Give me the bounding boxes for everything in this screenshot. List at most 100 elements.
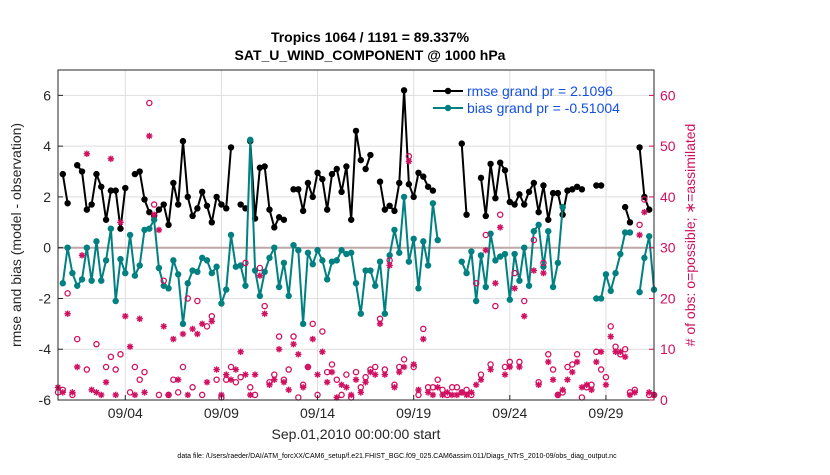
bias-point [261,268,268,276]
obs-possible-marker [150,201,158,208]
obs-assimilated-marker [314,371,321,378]
obs-possible-marker [242,259,249,267]
rmse-point [170,179,177,187]
rmse-point [458,140,465,147]
obs-possible-marker [141,368,148,376]
rmse-point [396,179,403,187]
rmse-line-segment [61,173,69,204]
y-right-tick-label: 10 [660,341,676,357]
bias-point [559,203,566,211]
obs-assimilated-marker [540,269,547,277]
obs-assimilated-marker [573,358,581,366]
obs-possible-marker [621,345,629,353]
y-left-tick-label: 4 [43,138,51,154]
rmse-point [367,151,374,159]
obs-assimilated-marker [621,353,629,361]
data-file-footer: data file: /Users/raeder/DAI/ATM_forcXX/… [177,453,617,460]
rmse-point [540,182,547,189]
obs-assimilated-marker [448,391,456,399]
bias-point [136,262,143,269]
bias-point [141,226,148,234]
obs-assimilated-marker [83,150,91,157]
rmse-point [314,169,321,177]
obs-possible-marker [328,361,336,368]
bias-point [501,250,509,258]
obs-assimilated-marker [242,371,249,378]
obs-assimilated-marker [496,224,504,231]
rmse-point [386,202,393,210]
chart-title-line1: Tropics 1064 / 1191 = 89.337% [271,29,470,45]
obs-assimilated-marker [607,333,614,340]
obs-assimilated-marker [506,363,514,371]
bias-point [516,277,523,284]
obs-possible-marker [453,384,461,391]
bias-point [482,283,489,291]
obs-assimilated-marker [602,381,610,388]
obs-assimilated-marker [381,371,389,378]
rmse-point [117,225,124,232]
obs-assimilated-marker [429,391,437,399]
bias-point [184,280,191,287]
bias-point [295,247,302,254]
bias-point [415,285,422,292]
rmse-point [525,188,533,196]
obs-assimilated-marker [415,386,422,394]
obs-assimilated-marker [64,310,71,317]
obs-assimilated-marker [194,330,201,338]
obs-possible-marker [256,264,264,272]
x-tick-label: 09/14 [300,405,335,421]
rmse-point [569,186,576,193]
obs-assimilated-marker [290,340,297,348]
obs-possible-marker [232,378,240,386]
bias-point [617,250,624,258]
rmse-point [64,200,71,207]
obs-possible-marker [641,196,648,203]
obs-assimilated-marker [424,389,432,396]
bias-point [290,241,297,249]
bias-line-segment [596,231,630,300]
obs-assimilated-marker [309,335,316,343]
obs-possible-marker [136,376,143,383]
rmse-point [93,170,100,178]
obs-assimilated-marker [213,366,220,373]
obs-assimilated-marker [347,391,355,399]
obs-assimilated-marker [631,389,638,396]
obs-possible-marker [174,389,182,396]
bias-point [626,229,634,236]
rmse-point [621,203,629,211]
obs-assimilated-marker [386,262,393,269]
rmse-point [573,183,581,190]
rmse-point [636,144,643,151]
obs-assimilated-marker [184,391,191,399]
bias-point [645,233,653,240]
bias-point [338,247,345,254]
obs-assimilated-marker [487,366,494,373]
y-axis-left-ticks: -6 -4 -2 0 2 4 6 [39,87,63,408]
obs-possible-marker [420,325,427,333]
obs-possible-marker [146,99,153,107]
obs-possible-marker [203,323,211,330]
y-right-tick-label: 60 [660,87,676,103]
obs-assimilated-marker [165,391,172,399]
obs-possible-marker [636,221,643,229]
obs-assimilated-marker [405,158,413,165]
obs-possible-marker [319,328,326,335]
obs-assimilated-marker [237,348,244,355]
bias-point [434,236,441,244]
obs-assimilated-marker [472,381,480,388]
rmse-point [424,183,432,190]
bias-point [410,235,417,243]
bias-line-segment [460,207,564,302]
rmse-point [88,201,95,208]
rmse-point [102,216,110,223]
rmse-line-segment [460,143,468,215]
obs-possible-marker [530,236,538,244]
bias-point [400,193,408,201]
obs-assimilated-marker [59,389,67,396]
rmse-point [160,201,167,208]
obs-assimilated-marker [362,379,369,386]
y-axis-left-label: rmse and bias (model - observation) [8,123,24,347]
bias-point [535,221,542,229]
obs-assimilated-marker [93,389,100,396]
obs-possible-marker [189,384,196,391]
